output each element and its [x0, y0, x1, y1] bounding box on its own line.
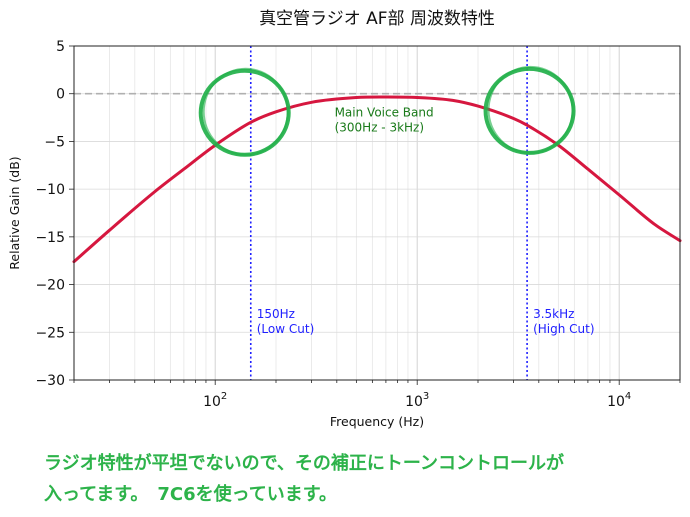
frequency-response-curve: [72, 95, 682, 264]
cutoff-label: 3.5kHz: [533, 307, 574, 321]
x-tick-label-base: 10: [607, 394, 625, 410]
x-axis-label: Frequency (Hz): [330, 414, 424, 429]
x-tick-label: 102: [203, 391, 227, 410]
x-tick-label-exponent: 4: [625, 391, 631, 402]
x-tick-label: 103: [405, 391, 429, 410]
cutoff-label: (Low Cut): [257, 322, 315, 336]
highlight-circle-stroke: [202, 67, 289, 156]
reference-lines: [74, 46, 680, 380]
y-tick-label: 0: [56, 87, 65, 103]
y-tick-label: −15: [35, 230, 65, 246]
plot-frame: [73, 45, 681, 381]
chart-title: 真空管ラジオ AF部 周波数特性: [259, 9, 495, 29]
x-tick-label-exponent: 2: [221, 391, 227, 402]
voice-band-annotation: Main Voice Band: [335, 106, 434, 120]
y-tick-label: −20: [35, 278, 65, 294]
x-tick-label-exponent: 3: [423, 391, 429, 402]
y-tick-label: −30: [35, 373, 65, 389]
x-tick-label-base: 10: [405, 394, 423, 410]
voice-band-annotation: (300Hz - 3kHz): [335, 121, 424, 135]
y-tick-label: 5: [56, 39, 65, 55]
x-tick-label: 104: [607, 391, 631, 410]
x-tick-label-base: 10: [203, 394, 221, 410]
y-tick-label: −25: [35, 325, 65, 341]
y-tick-label: −10: [35, 182, 65, 198]
caption: ラジオ特性が平坦でないので、その補正にトーンコントロールが 入ってます。 7C6…: [44, 448, 684, 510]
cutoff-label: (High Cut): [533, 322, 594, 336]
y-axis-label: Relative Gain (dB): [7, 156, 22, 269]
caption-line-2: 入ってます。 7C6を使っています。: [44, 484, 337, 505]
caption-line-1: ラジオ特性が平坦でないので、その補正にトーンコントロールが: [44, 453, 565, 474]
highlight-circle-stroke: [487, 65, 574, 154]
annotations: 150Hz(Low Cut) 3.5kHz(High Cut) Main Voice…: [198, 65, 595, 336]
series-layer: [72, 95, 682, 264]
y-tick-label: −5: [44, 134, 65, 150]
cutoff-label: 150Hz: [257, 307, 295, 321]
